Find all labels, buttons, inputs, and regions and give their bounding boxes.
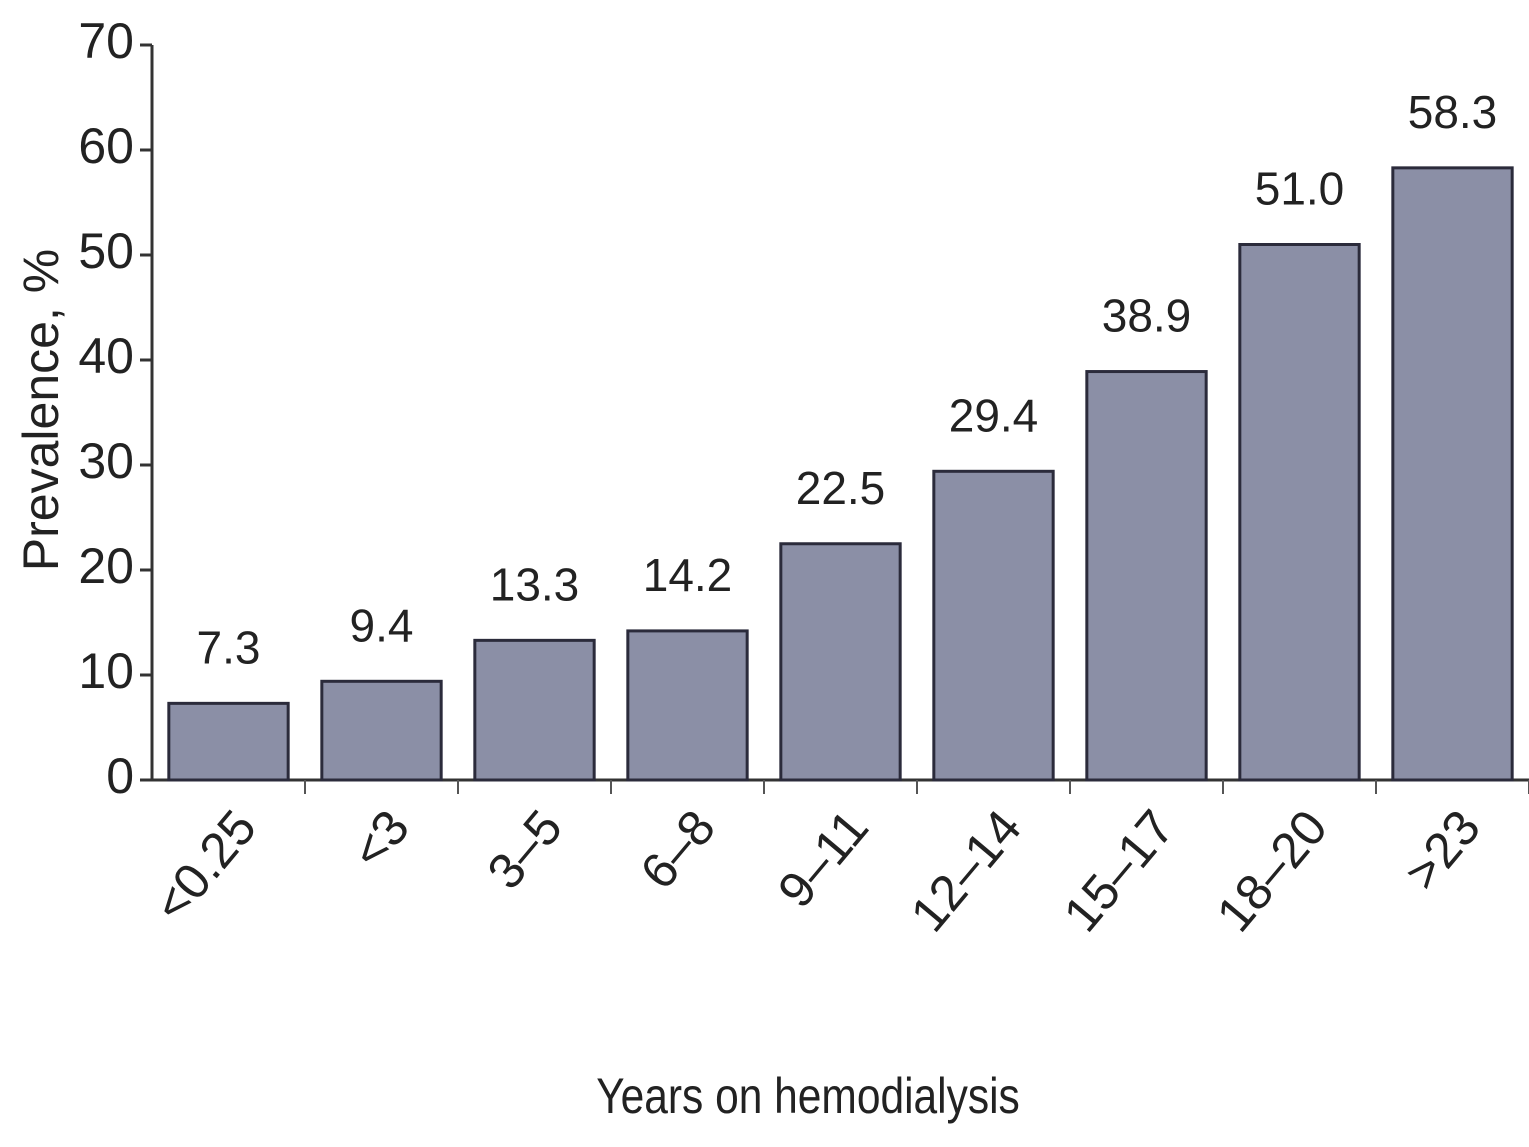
y-tick-label: 10 (78, 643, 134, 699)
y-axis-label: Prevalence, % (13, 249, 69, 571)
bar (626, 629, 749, 782)
bar (932, 469, 1055, 782)
x-tick-label: 9–11 (767, 800, 879, 918)
value-label: 9.4 (350, 599, 414, 651)
value-label: 58.3 (1408, 86, 1498, 138)
value-label: 22.5 (796, 462, 886, 514)
y-tick-label: 70 (78, 13, 134, 69)
value-label: 14.2 (643, 549, 733, 601)
value-label: 29.4 (949, 389, 1039, 441)
x-tick-label: 15–17 (1053, 800, 1185, 943)
value-label: 7.3 (197, 622, 261, 674)
x-tick-label: 12–14 (900, 800, 1032, 943)
x-tick-label: 3–5 (477, 800, 574, 900)
y-tick-label: 50 (78, 223, 134, 279)
bar (320, 679, 443, 782)
value-label: 13.3 (490, 559, 580, 611)
y-tick-label: 40 (78, 328, 134, 384)
bar (1238, 243, 1361, 782)
y-tick-label: 30 (78, 433, 134, 489)
y-tick-label: 20 (78, 538, 134, 594)
bar (1085, 370, 1208, 782)
x-tick-label: <3 (340, 800, 420, 880)
value-label: 51.0 (1255, 163, 1345, 215)
x-tick-label: >23 (1394, 800, 1491, 901)
y-tick-label: 60 (78, 118, 134, 174)
value-label: 38.9 (1102, 290, 1192, 342)
x-axis-label: Years on hemodialysis (596, 1068, 1020, 1124)
bar (1391, 166, 1514, 782)
bar (473, 638, 596, 782)
x-tick-label: 18–20 (1206, 800, 1338, 943)
x-tick-label: 6–8 (630, 800, 727, 900)
y-tick-label: 0 (106, 748, 134, 804)
bar (167, 701, 290, 782)
x-tick-label: <0.25 (143, 800, 267, 933)
bar (779, 542, 902, 782)
